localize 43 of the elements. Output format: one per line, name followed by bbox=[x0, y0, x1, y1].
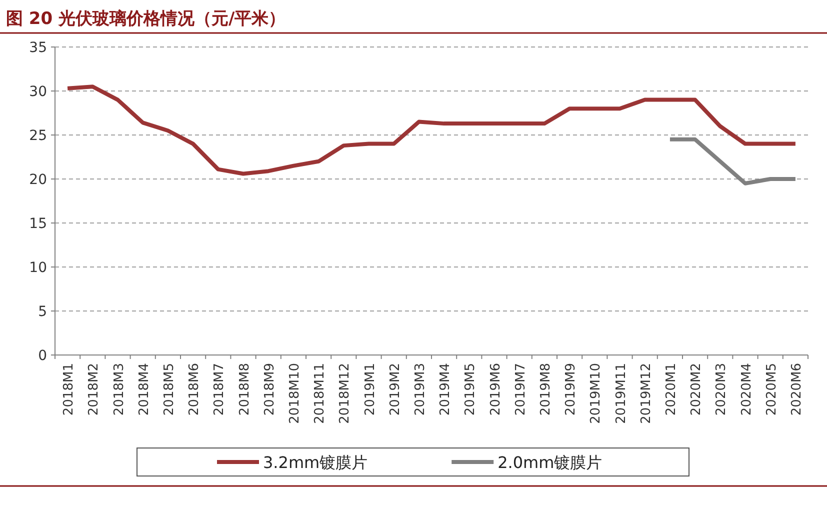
x-tick-label: 2019M8 bbox=[538, 363, 554, 416]
x-tick-label: 2018M9 bbox=[262, 363, 278, 416]
x-tick-label: 2020M4 bbox=[739, 363, 754, 416]
x-tick-label: 2018M12 bbox=[338, 363, 353, 424]
x-tick-label: 2019M11 bbox=[614, 363, 629, 424]
y-tick-label: 35 bbox=[29, 40, 47, 56]
x-tick-label: 2019M9 bbox=[564, 363, 579, 416]
x-tick-label: 2018M5 bbox=[162, 363, 177, 416]
y-tick-label: 10 bbox=[29, 260, 47, 276]
x-tick-label: 2018M7 bbox=[212, 363, 228, 416]
x-tick-label: 2020M5 bbox=[764, 363, 780, 416]
x-tick-label: 2018M11 bbox=[312, 363, 328, 424]
chart-title: 图 20 光伏玻璃价格情况（元/平米） bbox=[6, 9, 286, 29]
x-tick-label: 2019M1 bbox=[362, 363, 378, 416]
x-tick-label: 2018M8 bbox=[237, 363, 252, 416]
x-tick-label: 2020M1 bbox=[664, 363, 679, 416]
x-tick-label: 2019M3 bbox=[412, 363, 428, 416]
x-tick-label: 2018M3 bbox=[112, 363, 127, 416]
legend-label: 3.2mm镀膜片 bbox=[263, 453, 368, 472]
x-tick-label: 2020M3 bbox=[714, 363, 730, 416]
x-tick-label: 2019M12 bbox=[638, 363, 654, 424]
x-tick-label: 2019M5 bbox=[463, 363, 478, 416]
y-tick-label: 30 bbox=[29, 84, 47, 100]
x-tick-label: 2020M6 bbox=[789, 363, 804, 416]
line-series bbox=[66, 84, 798, 176]
x-tick-label: 2018M6 bbox=[187, 363, 202, 416]
x-tick-label: 2019M10 bbox=[588, 363, 604, 424]
y-tick-label: 0 bbox=[38, 348, 47, 364]
x-tick-label: 2019M4 bbox=[438, 363, 454, 416]
line-series bbox=[668, 137, 798, 186]
x-tick-label: 2018M4 bbox=[136, 363, 152, 416]
x-tick-label: 2019M7 bbox=[513, 363, 528, 416]
x-tick-label: 2018M10 bbox=[287, 363, 302, 424]
x-tick-label: 2019M6 bbox=[488, 363, 504, 416]
y-tick-label: 20 bbox=[29, 172, 47, 188]
legend-label: 2.0mm镀膜片 bbox=[498, 453, 602, 472]
x-tick-label: 2020M2 bbox=[689, 363, 704, 416]
x-tick-label: 2019M2 bbox=[388, 363, 403, 416]
y-tick-label: 15 bbox=[29, 216, 47, 232]
y-tick-label: 5 bbox=[38, 304, 47, 320]
y-tick-label: 25 bbox=[29, 128, 47, 144]
x-tick-label: 2018M1 bbox=[62, 363, 77, 416]
x-tick-label: 2018M2 bbox=[86, 363, 102, 416]
